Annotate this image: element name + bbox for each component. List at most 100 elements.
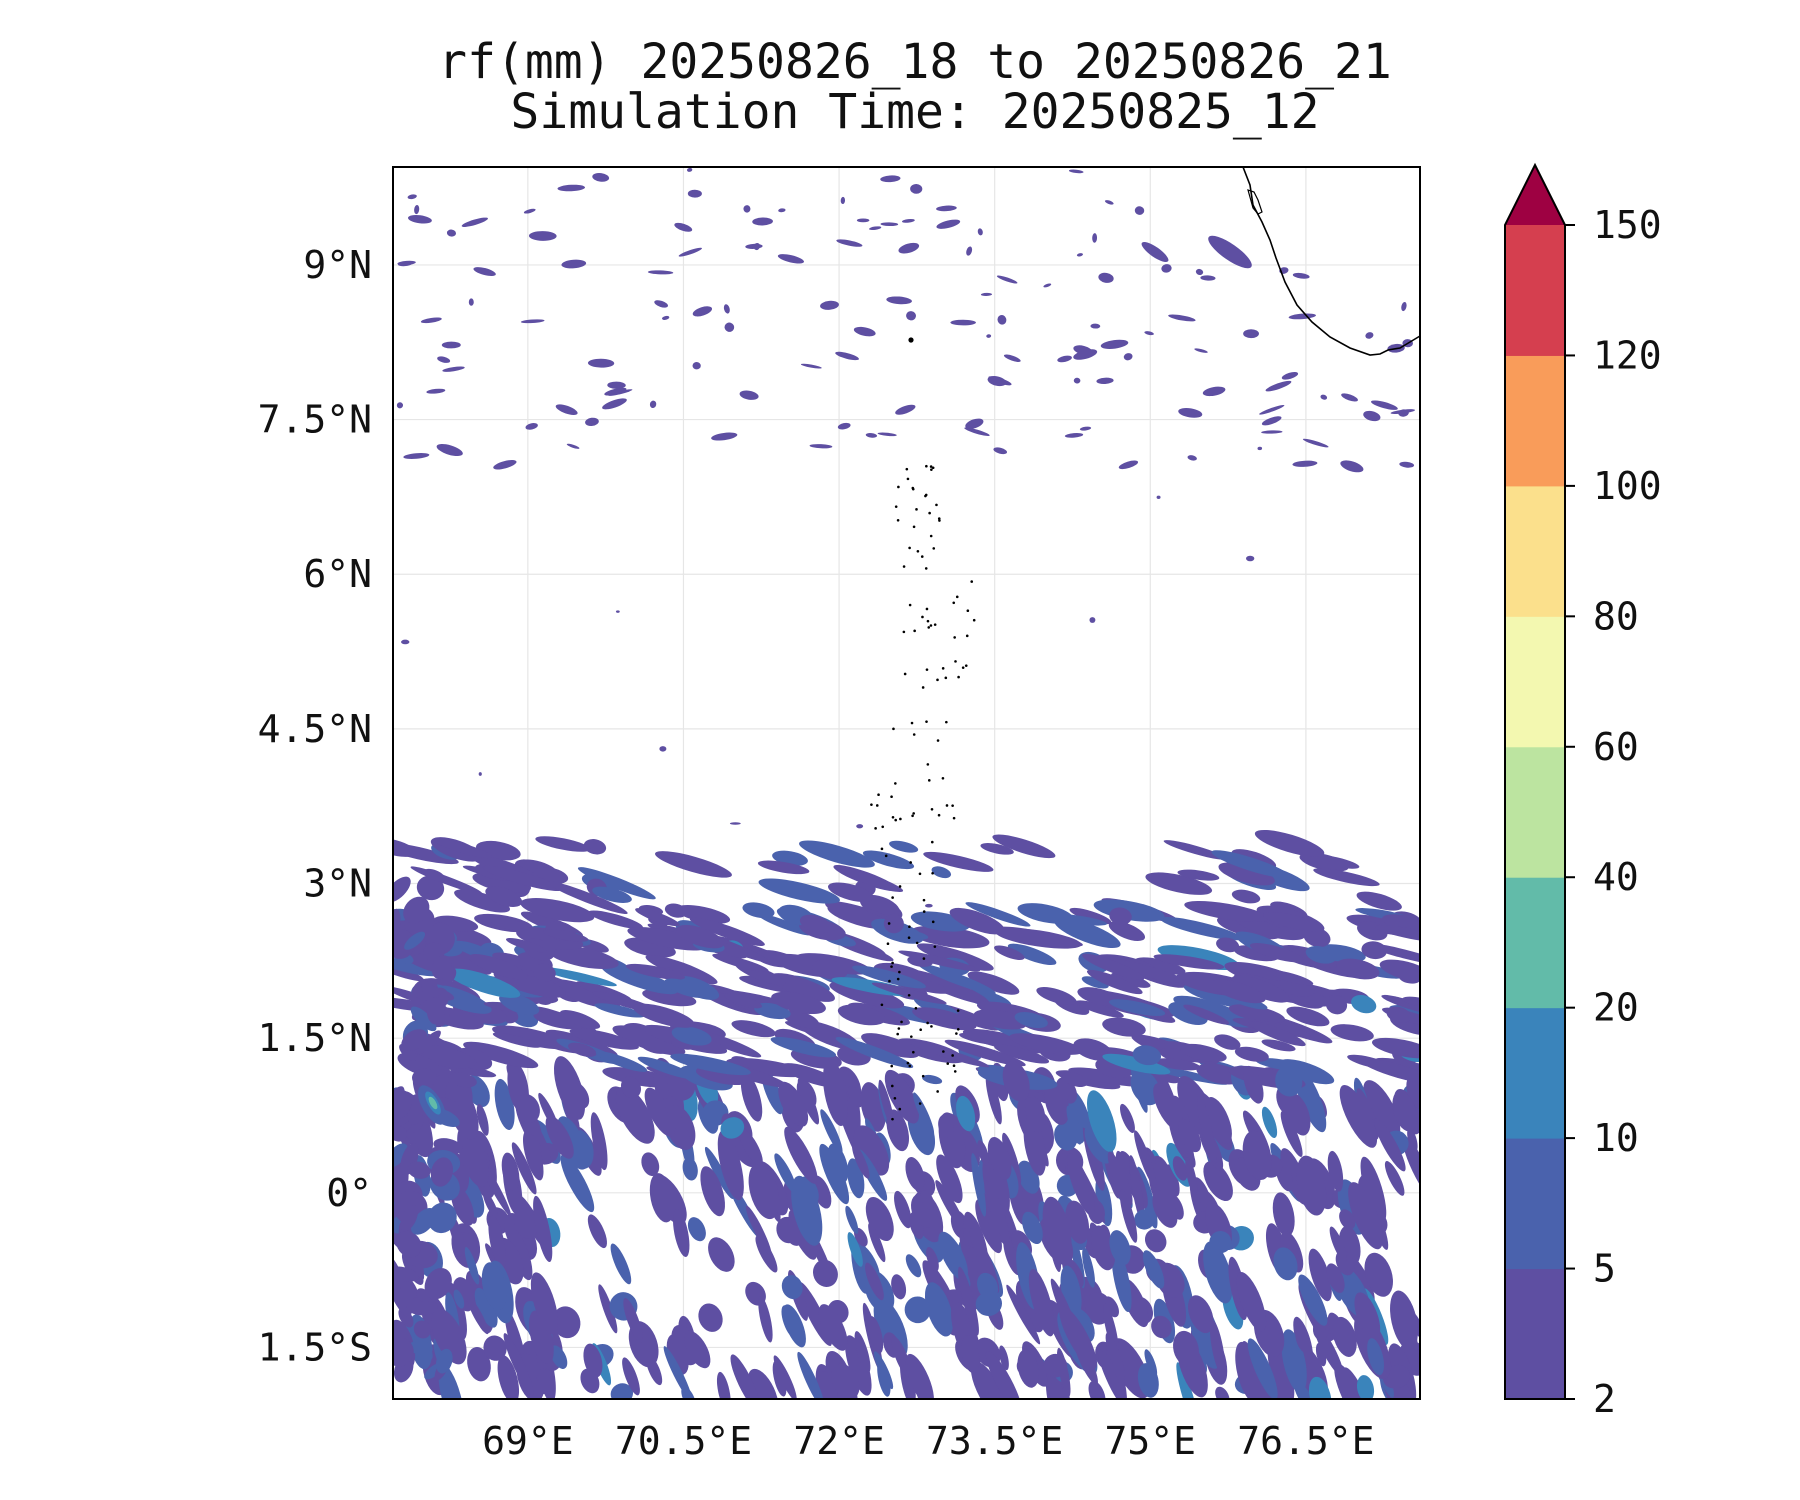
- rain-contour-patch: [1194, 348, 1208, 353]
- rain-contour-patch: [819, 1143, 850, 1205]
- rain-contour-patch: [645, 954, 718, 985]
- rain-contour-patch: [393, 1337, 414, 1367]
- rain-contour-patch: [905, 1157, 925, 1191]
- rain-contour-patch: [434, 838, 493, 859]
- island-dot: [929, 624, 933, 627]
- rain-contour-patch: [877, 432, 897, 437]
- island-dot: [938, 519, 941, 522]
- island-dot: [908, 1064, 912, 1068]
- rain-contour-patch: [845, 1335, 872, 1396]
- rain-contour-patch: [608, 389, 633, 396]
- rain-contour-patch: [585, 417, 599, 427]
- rain-contour-patch: [615, 1086, 655, 1144]
- rain-contour-patch: [393, 1251, 412, 1318]
- rain-contour-patch: [627, 926, 707, 951]
- rain-contour-patch: [403, 452, 430, 459]
- rain-contour-patch: [405, 1297, 438, 1316]
- island-dot: [896, 518, 900, 522]
- rain-contour-patch: [1187, 1295, 1214, 1334]
- rain-contour-patch: [1059, 1305, 1097, 1369]
- rain-contour-patch: [993, 447, 1008, 455]
- rain-contour-patch: [441, 341, 461, 349]
- rain-contour-patch: [1261, 1039, 1296, 1052]
- rain-contour-patch: [1356, 891, 1402, 911]
- rain-contour-patch: [1399, 461, 1415, 468]
- island-dot: [891, 961, 894, 965]
- rain-contour-patch: [414, 204, 420, 215]
- rain-contour-patch: [682, 1157, 698, 1181]
- colorbar-segment: [1505, 355, 1565, 487]
- rain-contour-patch: [1390, 1290, 1418, 1350]
- island-dot: [894, 818, 898, 822]
- island-dot: [941, 667, 945, 670]
- rain-contour-patch: [1313, 868, 1380, 887]
- rain-contour-patch: [980, 292, 993, 296]
- rain-contour-patch: [1025, 1096, 1046, 1133]
- rain-contour-patch: [988, 376, 1012, 386]
- island-dot: [905, 467, 909, 471]
- island-dot: [944, 676, 948, 680]
- rain-contour-patch: [505, 938, 547, 953]
- rain-contour-patch: [1202, 386, 1226, 397]
- island-dot: [957, 675, 960, 679]
- island-dot: [953, 636, 956, 639]
- island-dot: [955, 595, 959, 599]
- island-dot: [890, 1064, 894, 1068]
- rain-contour-patch: [1108, 921, 1146, 941]
- colorbar-tick-label: 60: [1593, 725, 1639, 769]
- rain-contour-patch: [615, 610, 620, 613]
- rain-contour-patch: [853, 1125, 890, 1176]
- rain-contour-patch: [676, 925, 724, 949]
- rain-contour-patch: [1145, 872, 1213, 895]
- rain-contour-patch: [985, 1073, 1002, 1125]
- rain-contour-patch: [738, 1127, 763, 1166]
- island-dot: [927, 626, 931, 629]
- rain-contour-patch: [926, 1247, 939, 1272]
- rain-contour-patch: [481, 1262, 507, 1311]
- rain-contour-patch: [745, 1205, 772, 1256]
- rain-contour-patch: [964, 427, 990, 436]
- lon-tick-label: 70.5°E: [615, 1419, 752, 1463]
- rain-contour-patch: [403, 896, 430, 924]
- island-dot: [929, 534, 933, 538]
- island-dot: [897, 1027, 901, 1030]
- island-dot: [887, 922, 891, 925]
- rainfall-field: [393, 167, 1420, 1399]
- rain-contour-patch: [602, 398, 627, 410]
- rain-contour-patch: [739, 390, 759, 400]
- rain-contour-patch: [635, 908, 680, 927]
- island-dot: [898, 970, 901, 974]
- rain-contour-patch: [568, 1042, 597, 1057]
- rain-contour-patch: [1365, 332, 1374, 339]
- rain-contour-patch: [742, 902, 775, 919]
- island-dot: [951, 804, 954, 807]
- rain-contour-patch: [878, 1079, 895, 1128]
- island-dot: [890, 965, 893, 968]
- rain-contour-patch: [1263, 912, 1322, 932]
- rain-contour-patch: [1144, 331, 1154, 336]
- rain-contour-patch: [982, 1152, 1010, 1218]
- rain-contour-patch: [644, 1087, 676, 1137]
- rain-contour-patch: [1295, 1326, 1311, 1354]
- rain-contour-patch: [822, 1059, 848, 1126]
- island-dot: [907, 936, 911, 940]
- colorbar-tick-label: 150: [1593, 203, 1662, 247]
- rain-contour-patch: [1134, 1209, 1155, 1230]
- rain-contour-patch: [854, 1331, 871, 1373]
- island-dot: [922, 910, 926, 913]
- rain-contour-patch: [473, 267, 496, 277]
- rain-contour-patch: [743, 205, 751, 213]
- rain-contour-patch: [674, 222, 693, 232]
- rain-contour-patch: [1102, 1053, 1171, 1075]
- rain-contour-patch: [393, 1089, 412, 1120]
- rain-contour-patch: [482, 1190, 499, 1219]
- rain-contour-patch: [428, 1096, 438, 1110]
- rain-contour-patch: [1351, 994, 1377, 1014]
- rain-contour-patch: [689, 917, 765, 946]
- rain-contour-patch: [1014, 1012, 1048, 1029]
- rain-contour-patch: [883, 913, 904, 934]
- rain-contour-patch: [1242, 1130, 1272, 1180]
- colorbar-outline: [1504, 162, 1566, 1400]
- rain-contour-patch: [837, 1004, 886, 1026]
- rain-contour-patch: [871, 982, 947, 1005]
